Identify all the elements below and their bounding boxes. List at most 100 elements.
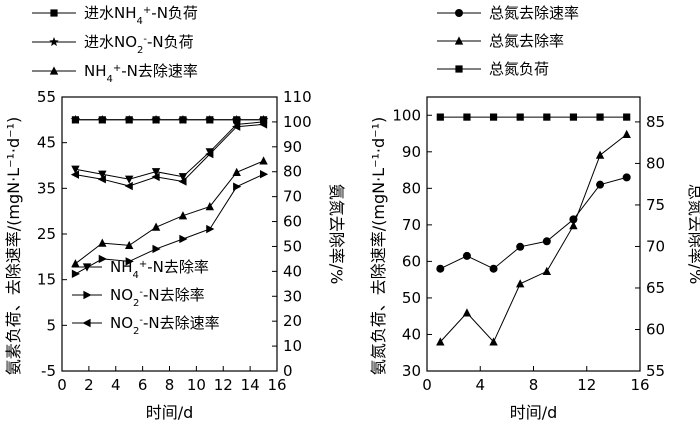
x-tick-label: 8 <box>529 376 539 394</box>
legend-top-1-label: 总氮去除率 <box>489 32 564 50</box>
legend-top-0-marker <box>455 9 463 17</box>
x-tick-label: 4 <box>475 376 485 394</box>
series-circle-point <box>462 251 471 260</box>
x-tick-label: 14 <box>241 376 260 394</box>
y2-axis-title: 总氮去除率/% <box>686 184 700 285</box>
y2-tick-label: 110 <box>283 88 312 106</box>
series-square-point <box>596 113 604 121</box>
series-triangle-up-point <box>98 238 107 247</box>
series-triangle-up-point <box>436 337 445 346</box>
x-axis-title: 时间/d <box>146 403 194 422</box>
series-triangle-right-point <box>179 234 188 244</box>
series-triangle-up-point <box>124 240 134 250</box>
y2-tick-label: 50 <box>283 237 302 255</box>
series-triangle-up-point <box>542 266 552 275</box>
legend-top-1-label: 进水NO2--N负荷 <box>84 33 194 56</box>
legend-top-0-marker <box>50 9 58 17</box>
y-axis-title: 氨氮负荷、去除速率/(mgN·L⁻¹·d⁻¹) <box>369 117 388 376</box>
y2-tick-label: 10 <box>283 337 302 355</box>
series-triangle-left-point <box>232 122 241 131</box>
series-star-point <box>70 114 81 124</box>
series-square-point <box>569 113 578 121</box>
legend-top-0-label: 总氮去除速率 <box>489 4 579 22</box>
y2-tick-label: 75 <box>646 196 665 214</box>
series-triangle-right-point <box>98 254 107 264</box>
y2-tick-label: 65 <box>646 279 665 297</box>
y2-tick-label: 40 <box>283 262 302 280</box>
series-triangle-down-point <box>98 170 107 179</box>
y-tick-label: -5 <box>41 362 56 380</box>
y-tick-label: 30 <box>402 362 421 380</box>
y-tick-label: 70 <box>402 216 421 234</box>
y-tick-label: 25 <box>37 225 56 243</box>
x-tick-label: 16 <box>267 376 286 394</box>
series-square-point <box>543 113 551 121</box>
y2-tick-label: 70 <box>646 237 665 255</box>
series-triangle-up-point <box>259 156 268 165</box>
legend-top-2-label: 总氮负荷 <box>489 60 549 78</box>
series-triangle-left-point <box>258 120 268 129</box>
series-circle-point <box>596 180 605 189</box>
legend-top-1-marker <box>49 37 59 47</box>
legend-inside-1-marker <box>83 290 92 300</box>
y-tick-label: 100 <box>392 106 421 124</box>
series-triangle-down-point <box>178 173 188 182</box>
series-triangle-right-line <box>75 173 264 275</box>
series-star-point <box>205 114 215 124</box>
legend-top-2-marker <box>455 65 463 73</box>
series-triangle-left-point <box>178 177 187 186</box>
y-axis-title: 氨素负荷、去除速率/(mgN·L⁻¹·d⁻¹) <box>4 117 23 376</box>
series-triangle-left-point <box>151 172 160 182</box>
series-square-point <box>516 113 524 121</box>
series-triangle-right-point <box>233 182 242 191</box>
y-tick-label: 40 <box>402 325 421 343</box>
y2-tick-label: 80 <box>283 163 302 181</box>
series-triangle-up-point <box>569 221 578 230</box>
x-axis-title: 时间/d <box>510 403 558 422</box>
chart-right: 0 4 8 12 16 30 40 50 60 70 80 90 100 55 60 65 70 75 80 85 时间… <box>369 4 700 422</box>
plot-frame <box>426 96 641 372</box>
y2-tick-label: 60 <box>283 213 302 231</box>
y2-axis-title: 氨氮去除率/% <box>327 184 346 285</box>
series-circle-line <box>440 176 627 270</box>
y2-tick-label: 100 <box>283 113 312 131</box>
series-star-point <box>151 114 161 124</box>
x-tick-label: 10 <box>187 376 206 394</box>
y-tick-label: 60 <box>402 252 421 270</box>
chart-left: 0 2 4 6 8 10 12 14 16-55152535455501020304050607… <box>4 4 346 422</box>
series-triangle-right-point <box>125 257 134 266</box>
series-triangle-down-point <box>151 168 161 177</box>
series-square-point <box>623 113 631 121</box>
x-tick-label: 2 <box>84 376 94 394</box>
y2-tick-label: 70 <box>283 188 302 206</box>
series-circle-point <box>622 173 631 182</box>
y-tick-label: 35 <box>37 179 56 197</box>
series-triangle-left-point <box>97 175 106 184</box>
series-triangle-up-point <box>232 167 241 176</box>
legend-top-2-marker <box>49 66 59 75</box>
series-triangle-up-point <box>71 259 80 268</box>
series-triangle-up-point <box>595 150 605 159</box>
x-tick-label: 12 <box>214 376 233 394</box>
legend-inside-0-label: NH4+-N去除率 <box>110 258 209 281</box>
series-star-point <box>178 114 188 124</box>
series-triangle-up-point <box>178 211 188 220</box>
series-triangle-left-point <box>70 170 80 179</box>
y2-tick-label: 30 <box>283 287 302 305</box>
series-triangle-down-point <box>124 175 134 184</box>
series-triangle-right-point <box>206 224 215 234</box>
x-tick-label: 8 <box>165 376 175 394</box>
series-triangle-up-point <box>205 202 215 211</box>
legend-top-0-label: 进水NH4+-N负荷 <box>84 4 198 27</box>
series-triangle-up-point <box>151 222 161 231</box>
series-triangle-right-point <box>259 170 269 179</box>
series-triangle-right-point <box>71 269 81 279</box>
series-circle-point <box>542 237 551 246</box>
y2-tick-label: 60 <box>646 320 665 338</box>
x-tick-label: 16 <box>630 376 649 394</box>
series-square-point <box>436 113 444 121</box>
series-triangle-up-line <box>439 134 628 343</box>
series-triangle-down-point <box>71 165 80 174</box>
x-tick-label: 0 <box>422 376 432 394</box>
series-circle-point <box>516 242 525 251</box>
